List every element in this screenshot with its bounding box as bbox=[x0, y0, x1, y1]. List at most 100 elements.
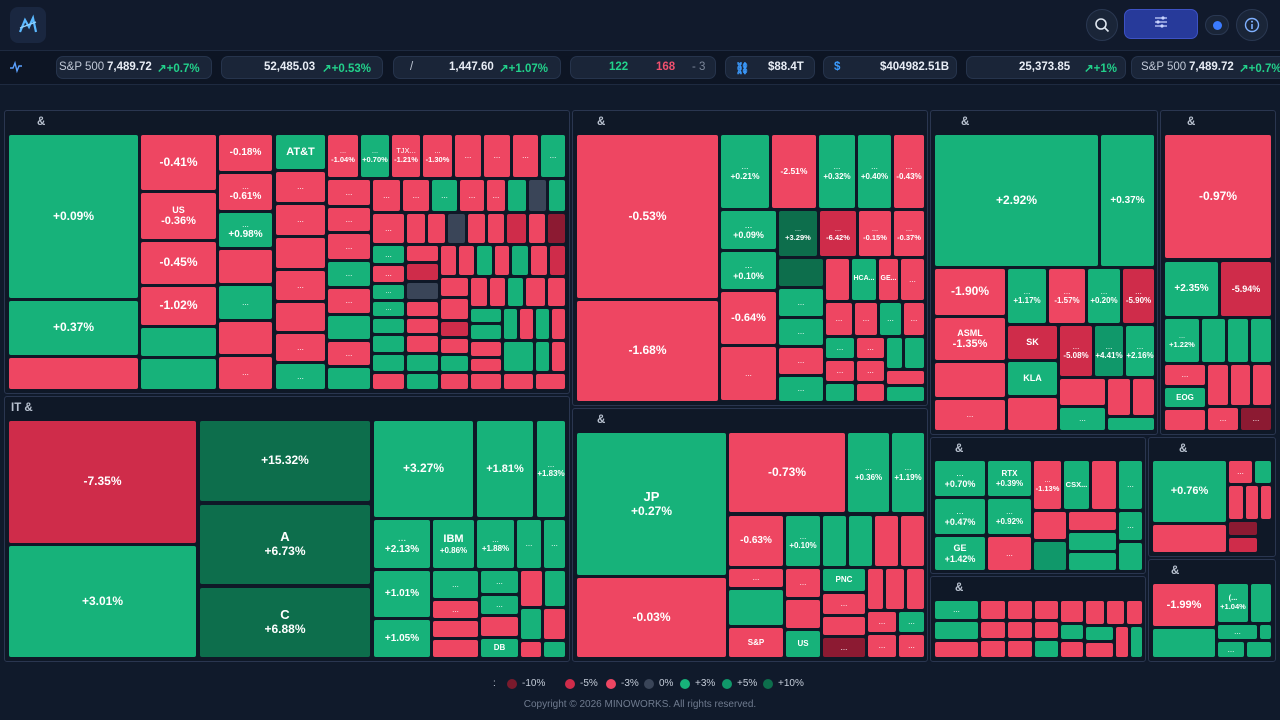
stock-tile[interactable] bbox=[1008, 601, 1032, 619]
stock-tile[interactable] bbox=[441, 322, 468, 336]
stock-tile[interactable]: ... bbox=[899, 612, 924, 632]
stock-tile[interactable] bbox=[1060, 379, 1105, 405]
stock-tile[interactable] bbox=[1165, 410, 1205, 430]
stock-tile[interactable] bbox=[1107, 601, 1124, 624]
stock-tile[interactable]: ... bbox=[276, 271, 325, 300]
stock-tile[interactable]: ... bbox=[373, 302, 404, 316]
stock-tile[interactable]: ... bbox=[513, 135, 538, 177]
stock-tile[interactable]: ... +2.13% bbox=[374, 520, 430, 568]
stock-tile[interactable]: -0.73% bbox=[729, 433, 845, 512]
ticker-item[interactable]: S&P 500 7,489.72 ↗+0.7% bbox=[56, 56, 212, 79]
stock-tile[interactable] bbox=[826, 259, 849, 300]
stock-tile[interactable] bbox=[1034, 512, 1066, 539]
stock-tile[interactable]: ... bbox=[855, 303, 877, 335]
stock-tile[interactable] bbox=[507, 214, 526, 243]
stock-tile[interactable]: ... +0.10% bbox=[786, 516, 820, 566]
stock-tile[interactable] bbox=[407, 283, 438, 299]
stock-tile[interactable]: ... bbox=[460, 180, 484, 211]
stock-tile[interactable] bbox=[1069, 533, 1116, 550]
stock-tile[interactable]: ... bbox=[826, 338, 854, 358]
stock-tile[interactable] bbox=[407, 319, 438, 333]
stock-tile[interactable]: ... +0.40% bbox=[858, 135, 891, 208]
ticker-item[interactable]: S&P 500 7,489.72 ↗+0.7% bbox=[1131, 56, 1280, 79]
stock-tile[interactable]: ... bbox=[219, 286, 272, 319]
stock-tile[interactable] bbox=[935, 622, 978, 639]
stock-tile[interactable]: ... bbox=[328, 234, 370, 259]
stock-tile[interactable] bbox=[1246, 486, 1258, 519]
stock-tile[interactable]: -1.90% bbox=[935, 269, 1005, 315]
stock-tile[interactable]: ... bbox=[779, 319, 823, 345]
stock-tile[interactable] bbox=[1231, 365, 1250, 405]
stock-tile[interactable] bbox=[448, 214, 465, 243]
stock-tile[interactable]: -2.51% bbox=[772, 135, 816, 208]
stock-tile[interactable]: ... bbox=[868, 612, 896, 632]
theme-toggle[interactable] bbox=[1205, 15, 1229, 35]
stock-tile[interactable] bbox=[981, 641, 1005, 657]
stock-tile[interactable]: GE +1.42% bbox=[935, 537, 985, 570]
stock-tile[interactable]: ... bbox=[823, 594, 865, 614]
stock-tile[interactable] bbox=[1247, 642, 1271, 657]
info-icon[interactable] bbox=[1236, 9, 1268, 41]
stock-tile[interactable]: -0.45% bbox=[141, 242, 216, 284]
stock-tile[interactable] bbox=[471, 309, 501, 322]
stock-tile[interactable]: KLA bbox=[1008, 362, 1057, 395]
stock-tile[interactable]: ... bbox=[1229, 461, 1252, 483]
stock-tile[interactable] bbox=[477, 246, 492, 275]
stock-tile[interactable]: S&P bbox=[729, 628, 783, 657]
stock-tile[interactable] bbox=[981, 601, 1005, 619]
stock-tile[interactable]: DB bbox=[481, 639, 518, 657]
stock-tile[interactable]: ... -1.57% bbox=[1049, 269, 1085, 323]
stock-tile[interactable] bbox=[544, 642, 565, 657]
stock-tile[interactable]: ... bbox=[880, 303, 901, 335]
stock-tile[interactable] bbox=[1251, 319, 1271, 362]
stock-tile[interactable] bbox=[9, 358, 138, 389]
stock-tile[interactable] bbox=[531, 246, 547, 275]
stock-tile[interactable] bbox=[328, 316, 370, 339]
stock-tile[interactable] bbox=[1127, 601, 1142, 624]
stock-tile[interactable] bbox=[857, 384, 884, 401]
stock-tile[interactable]: ... bbox=[1119, 512, 1142, 540]
stock-tile[interactable]: ... bbox=[433, 601, 478, 618]
stock-tile[interactable]: -0.41% bbox=[141, 135, 216, 190]
stock-tile[interactable] bbox=[729, 590, 783, 625]
stock-tile[interactable] bbox=[529, 214, 545, 243]
stock-tile[interactable]: ... +1.88% bbox=[477, 520, 514, 568]
stock-tile[interactable]: ... +1.17% bbox=[1008, 269, 1046, 323]
stock-tile[interactable] bbox=[1069, 512, 1116, 530]
stock-tile[interactable]: ... bbox=[857, 361, 884, 381]
ticker-item[interactable]: 25,373.85 ↗+1% bbox=[966, 56, 1126, 79]
stock-tile[interactable]: ... bbox=[901, 259, 924, 300]
stock-tile[interactable]: ... bbox=[328, 342, 370, 365]
stock-tile[interactable] bbox=[1229, 538, 1257, 552]
stock-tile[interactable] bbox=[548, 214, 565, 243]
stock-tile[interactable] bbox=[373, 319, 404, 333]
stock-tile[interactable] bbox=[490, 278, 505, 306]
stock-tile[interactable] bbox=[1202, 319, 1225, 362]
stock-tile[interactable]: -0.03% bbox=[577, 578, 726, 657]
stock-tile[interactable]: ... bbox=[373, 246, 404, 263]
stock-tile[interactable] bbox=[407, 355, 438, 371]
stock-tile[interactable] bbox=[481, 617, 518, 636]
stock-tile[interactable] bbox=[459, 246, 474, 275]
stock-tile[interactable]: ... bbox=[1241, 408, 1271, 430]
stock-tile[interactable]: ... +0.10% bbox=[721, 252, 776, 289]
stock-tile[interactable] bbox=[441, 356, 468, 371]
stock-tile[interactable] bbox=[1131, 627, 1142, 657]
stock-tile[interactable] bbox=[508, 278, 523, 306]
stock-tile[interactable] bbox=[219, 322, 272, 354]
stock-tile[interactable] bbox=[887, 338, 902, 368]
ticker-item[interactable]: $ $404982.51B bbox=[823, 56, 957, 79]
stock-tile[interactable] bbox=[1255, 461, 1271, 483]
stock-tile[interactable]: ... bbox=[826, 361, 854, 381]
stock-tile[interactable] bbox=[886, 569, 904, 609]
stock-tile[interactable] bbox=[1253, 365, 1271, 405]
stock-tile[interactable] bbox=[826, 384, 854, 401]
stock-tile[interactable]: -1.02% bbox=[141, 287, 216, 325]
stock-tile[interactable] bbox=[433, 640, 478, 657]
stock-tile[interactable]: ... bbox=[729, 569, 783, 587]
stock-tile[interactable] bbox=[441, 299, 468, 319]
stock-tile[interactable] bbox=[1260, 625, 1271, 639]
stock-tile[interactable]: +2.35% bbox=[1165, 262, 1218, 316]
stock-tile[interactable]: ... +1.83% bbox=[537, 421, 565, 517]
stock-tile[interactable] bbox=[544, 609, 565, 639]
